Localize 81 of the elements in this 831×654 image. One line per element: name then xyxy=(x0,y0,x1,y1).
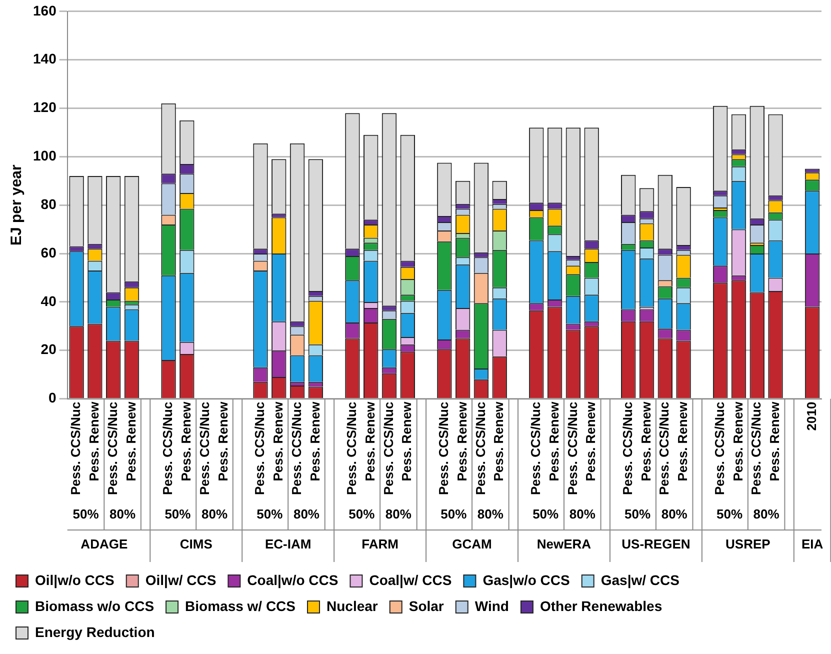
text: USREP xyxy=(726,536,771,552)
y-axis-title: EJ per year xyxy=(8,164,26,246)
x-tick-label: Pess. CCS/Nuc xyxy=(380,402,396,495)
x-tick-label: Pess. Renew xyxy=(399,400,414,482)
text: 50% xyxy=(72,506,100,522)
text: GCAM xyxy=(452,536,492,552)
x-tick-label: Pess. Renew xyxy=(767,400,782,482)
x-tick-label: Pess. CCS/Nuc xyxy=(252,402,268,495)
x-tick-label: Pess. CCS/Nuc xyxy=(564,402,580,495)
text: 80% xyxy=(661,506,688,522)
legend-label: Energy Reduction xyxy=(35,624,155,640)
x-tick-label: Pess. CCS/Nuc xyxy=(712,402,727,495)
x-tick-label: Pess. CCS/Nuc xyxy=(436,402,452,495)
x-tick-label: Pess. CCS/Nuc xyxy=(104,402,120,495)
text: EC-IAM xyxy=(264,536,312,552)
legend-label: Oil|w/o CCS xyxy=(35,572,114,589)
x-tick-label: Pess. Renew xyxy=(362,400,378,482)
x-tick-label: Pess. CCS/Nuc xyxy=(748,402,764,495)
text: US-REGEN xyxy=(622,536,690,552)
text: 80% xyxy=(293,506,320,522)
x-tick-label: Pess. CCS/Nuc xyxy=(288,402,304,495)
text: 50% xyxy=(164,506,192,522)
text: NewERA xyxy=(536,536,592,552)
x-tick-label: Pess. Renew xyxy=(491,400,506,482)
text: EIA xyxy=(801,536,824,552)
x-tick-label: Pess. CCS/Nuc xyxy=(528,402,543,495)
x-tick-label: Pess. CCS/Nuc xyxy=(472,402,488,495)
y-tick-label: 140 xyxy=(33,50,57,67)
legend-label: Biomass w/ CCS xyxy=(185,598,296,614)
x-tick-label: Pess. Renew xyxy=(583,400,598,482)
y-tick-label: 40 xyxy=(40,292,57,309)
legend-label: Biomass w/o CCS xyxy=(35,598,154,614)
x-tick-label: Pess. Renew xyxy=(730,400,746,482)
text: CIMS xyxy=(180,536,213,552)
x-tick-label: Pess. CCS/Nuc xyxy=(656,402,672,495)
x-tick-label: Pess. Renew xyxy=(638,400,654,482)
legend-label: Other Renewables xyxy=(540,598,662,614)
x-tick-label: Pess. CCS/Nuc xyxy=(160,402,176,495)
x-tick-label: Pess. Renew xyxy=(675,400,690,482)
x-tick-label: Pess. Renew xyxy=(546,400,562,482)
x-tick-label: Pess. CCS/Nuc xyxy=(196,402,212,495)
x-tick-label: Pess. Renew xyxy=(86,400,102,482)
x-tick-label: Pess. CCS/Nuc xyxy=(344,402,360,495)
y-tick-label: 20 xyxy=(40,341,57,358)
legend-label: Solar xyxy=(408,598,444,614)
x-tick-label: Pess. CCS/Nuc xyxy=(620,402,635,495)
text: 80% xyxy=(385,506,412,522)
text: FARM xyxy=(362,536,398,552)
legend-label: Coal|w/o CCS xyxy=(247,572,338,589)
x-tick-label: Pess. Renew xyxy=(270,400,286,482)
text: ADAGE xyxy=(80,536,128,552)
text: 50% xyxy=(256,506,284,522)
x-tick-label: Pess. Renew xyxy=(454,400,470,482)
y-tick-label: 160 xyxy=(33,2,57,18)
x-tick-label: Pess. Renew xyxy=(215,400,230,482)
legend-label: Gas|w/o CCS xyxy=(482,572,570,589)
x-tick-label: Pess. Renew xyxy=(307,400,322,482)
text: 50% xyxy=(440,506,468,522)
text: 80% xyxy=(753,506,780,522)
x-tick-label: 2010 xyxy=(804,402,819,431)
text: 80% xyxy=(477,506,504,522)
text: 50% xyxy=(348,506,376,522)
x-tick-label: Pess. Renew xyxy=(178,400,194,482)
legend-label: Coal|w/ CCS xyxy=(369,572,452,589)
text: 50% xyxy=(716,506,743,522)
text: 80% xyxy=(110,506,136,522)
y-tick-label: 120 xyxy=(33,99,57,116)
text: 80% xyxy=(569,506,596,522)
y-tick-label: 60 xyxy=(40,244,57,260)
legend-label: Wind xyxy=(474,598,509,614)
y-tick-label: 80 xyxy=(40,196,57,212)
y-tick-label: 0 xyxy=(48,390,57,406)
legend-label: Gas|w/ CCS xyxy=(600,572,680,589)
text: 50% xyxy=(624,506,652,522)
legend-label: Oil|w/ CCS xyxy=(145,572,216,589)
legend-label: Nuclear xyxy=(326,598,378,614)
x-tick-label: Pess. CCS/Nuc xyxy=(68,402,84,495)
y-tick-label: 100 xyxy=(33,148,57,164)
x-tick-label: Pess. Renew xyxy=(123,400,138,482)
text: 80% xyxy=(201,506,228,522)
text: 50% xyxy=(532,506,560,522)
